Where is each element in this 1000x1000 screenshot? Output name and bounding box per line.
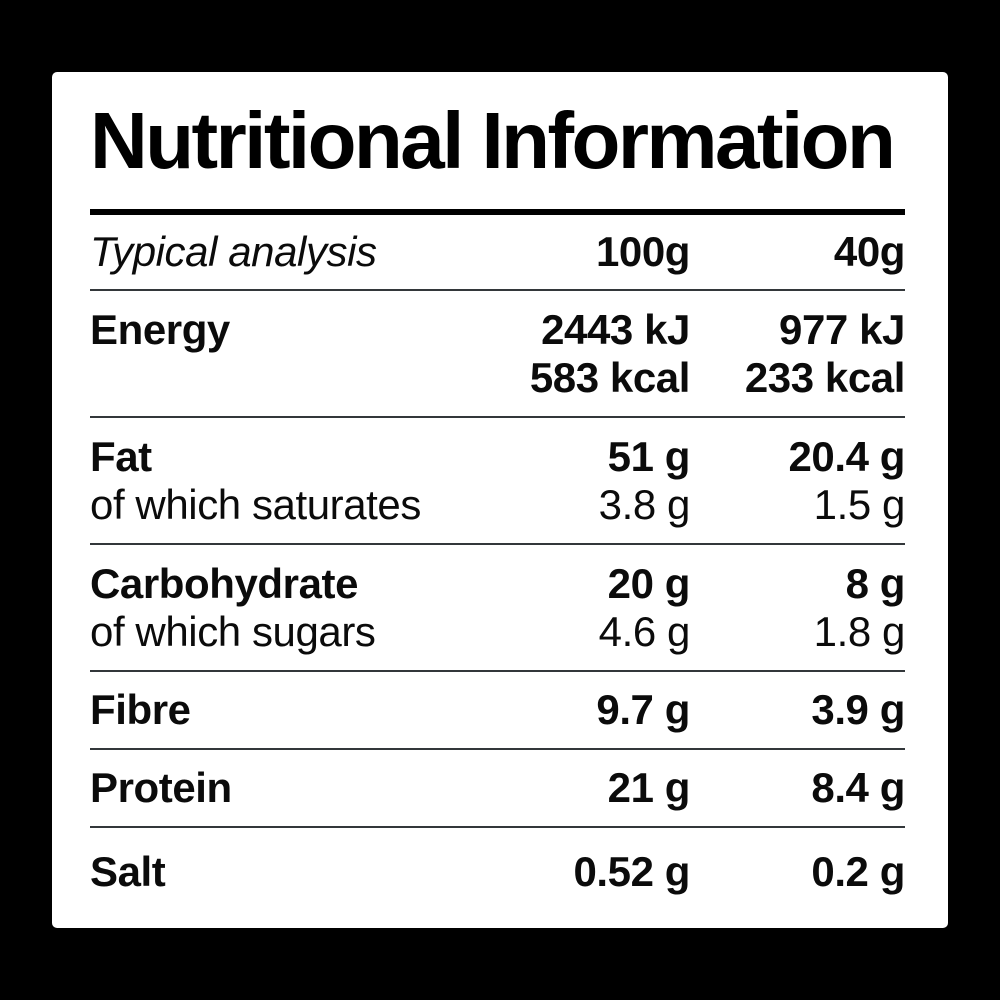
salt-100g: 0.52 g — [573, 848, 690, 895]
header-typical-analysis: Typical analysis — [90, 228, 377, 275]
nutrition-label-card: Nutritional Information Typical analysis… — [52, 72, 948, 928]
sugars-40g: 1.8 g — [813, 607, 906, 655]
protein-100g: 21 g — [607, 764, 691, 811]
fibre-label: Fibre — [90, 686, 191, 733]
fibre-40g: 3.9 g — [811, 686, 905, 733]
header-col-100g: 100g — [595, 228, 690, 275]
carbohydrate-40g: 8 g — [845, 559, 906, 607]
energy-100g-kcal: 583 kcal — [529, 353, 691, 401]
saturates-100g: 3.8 g — [598, 480, 691, 528]
sugars-100g: 4.6 g — [598, 607, 691, 655]
page-title: Nutritional Information — [90, 95, 896, 185]
salt-40g: 0.2 g — [811, 848, 905, 895]
title-block: Nutritional Information — [90, 72, 905, 215]
salt-label: Salt — [90, 848, 166, 895]
header-col-40g: 40g — [833, 228, 906, 275]
row-fat: Fat 51 g 20.4 g of which saturates 3.8 g… — [90, 418, 905, 545]
saturates-40g: 1.5 g — [813, 480, 906, 528]
row-carbohydrate: Carbohydrate 20 g 8 g of which sugars 4.… — [90, 545, 905, 672]
energy-label: Energy — [90, 305, 230, 353]
protein-label: Protein — [90, 764, 232, 811]
energy-40g-kcal: 233 kcal — [744, 353, 906, 401]
sugars-label: of which sugars — [90, 607, 376, 655]
energy-100g-kj: 2443 kJ — [541, 305, 690, 353]
carbohydrate-label: Carbohydrate — [90, 559, 359, 607]
row-salt: Salt 0.52 g 0.2 g — [90, 828, 905, 916]
fat-label: Fat — [90, 432, 152, 480]
carbohydrate-100g: 20 g — [607, 559, 691, 607]
saturates-label: of which saturates — [90, 480, 421, 528]
fat-100g: 51 g — [607, 432, 691, 480]
energy-40g-kj: 977 kJ — [779, 305, 905, 353]
row-protein: Protein 21 g 8.4 g — [90, 750, 905, 828]
table-header-row: Typical analysis 100g 40g — [90, 215, 905, 291]
row-fibre: Fibre 9.7 g 3.9 g — [90, 672, 905, 750]
protein-40g: 8.4 g — [811, 764, 905, 811]
fibre-100g: 9.7 g — [596, 686, 690, 733]
fat-40g: 20.4 g — [788, 432, 905, 480]
row-energy: Energy 2443 kJ 977 kJ 583 kcal 233 kcal — [90, 291, 905, 418]
